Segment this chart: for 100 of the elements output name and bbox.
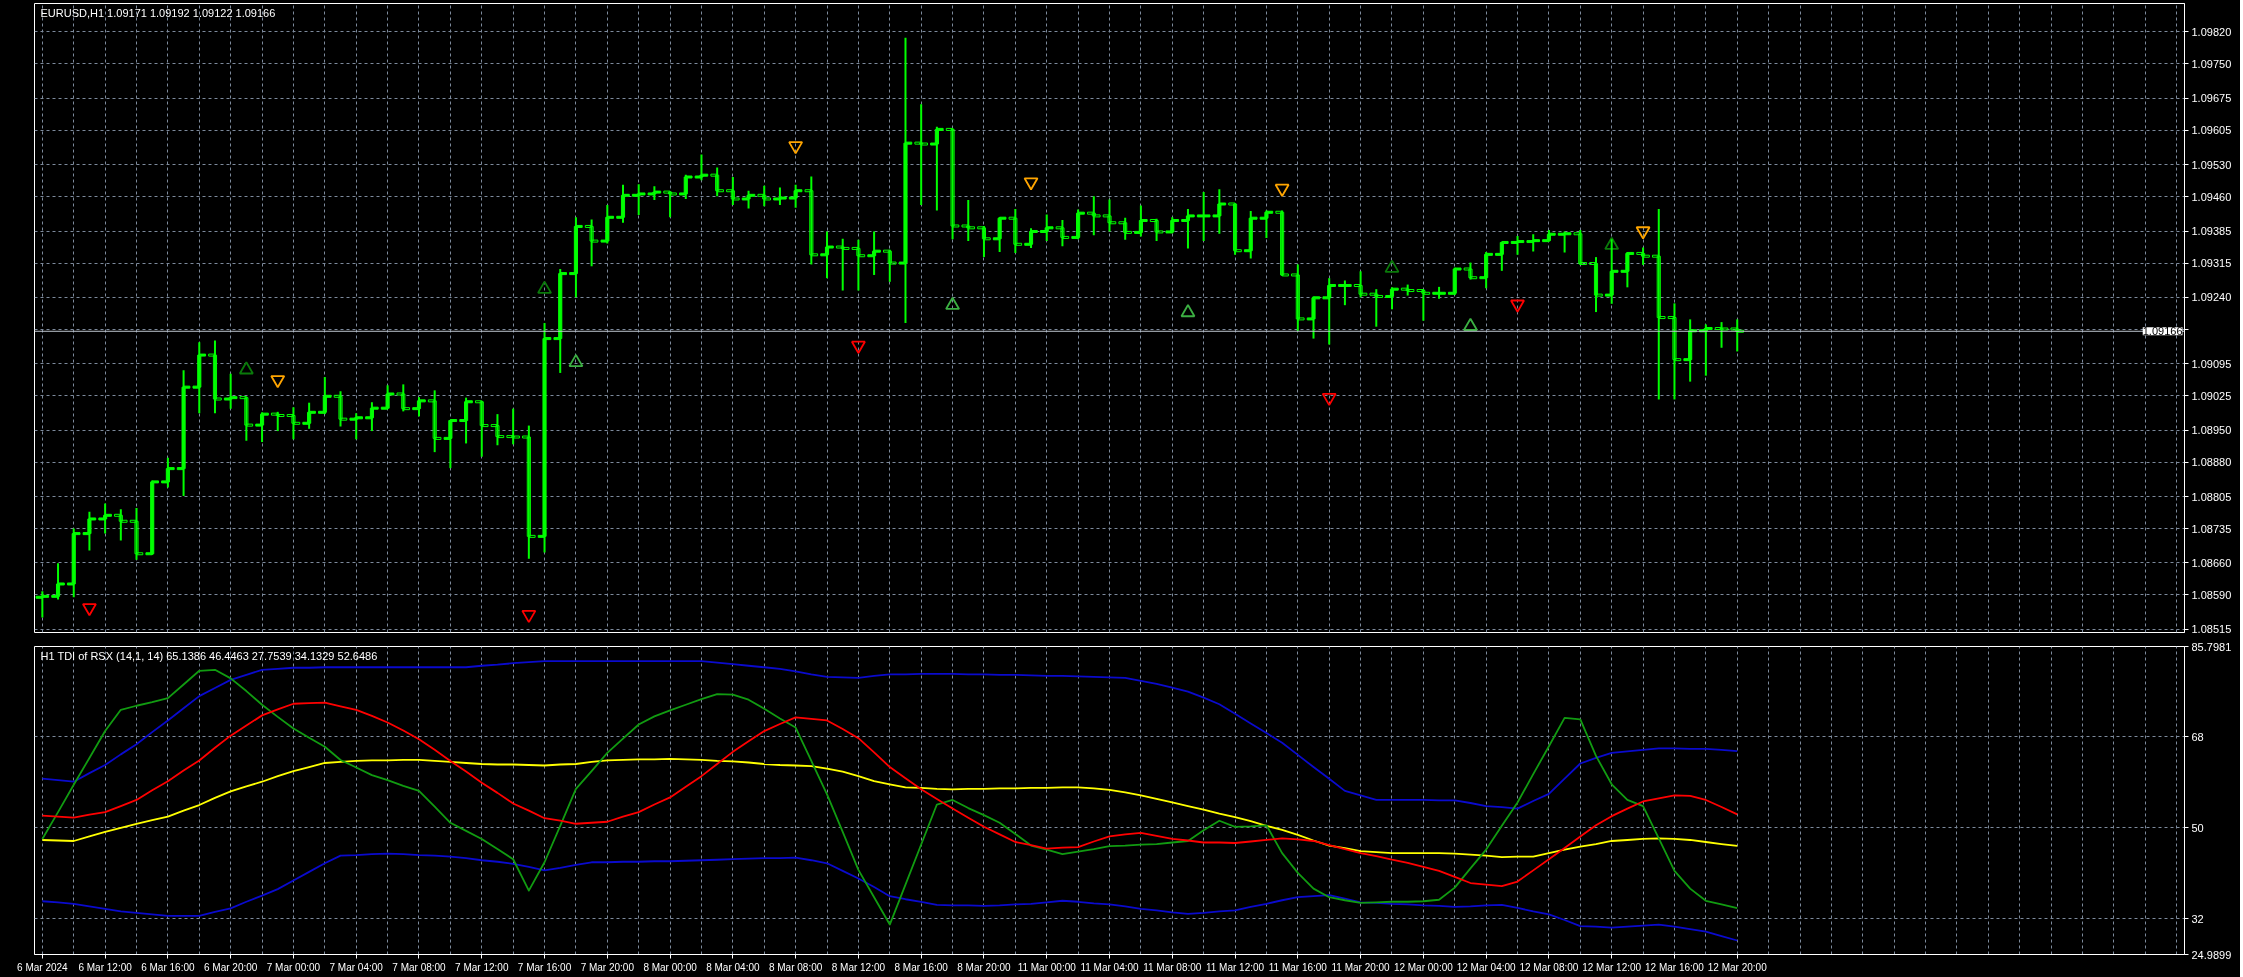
line-series — [41, 660, 1739, 810]
candlestick — [945, 127, 960, 241]
candlestick — [161, 456, 175, 489]
x-tick-label: 12 Mar 20:00 — [1707, 961, 1768, 973]
candlestick — [490, 413, 505, 447]
candlestick — [914, 103, 928, 206]
y-tick-label: 68 — [2191, 730, 2204, 743]
y-tick-label: 1.09530 — [2191, 158, 2232, 171]
candlestick — [114, 508, 128, 542]
candlestick — [820, 230, 834, 280]
x-tick-label: 11 Mar 16:00 — [1268, 961, 1328, 973]
candlestick — [1228, 202, 1242, 256]
ref-line-label: 1.09166 — [2142, 325, 2183, 338]
x-tick-label: 8 Mar 08:00 — [768, 961, 823, 973]
y-tick-label: 1.08590 — [2191, 588, 2232, 601]
candlestick — [616, 183, 630, 224]
candlestick — [1306, 295, 1321, 340]
y-tick-label: 85.7981 — [2191, 640, 2232, 653]
x-tick-label: 12 Mar 00:00 — [1393, 961, 1454, 973]
x-tick-label: 7 Mar 20:00 — [580, 961, 635, 973]
candlestick — [1087, 195, 1101, 237]
candlestick — [522, 424, 536, 560]
x-tick-label: 8 Mar 04:00 — [706, 961, 760, 973]
x-tick-label: 12 Mar 04:00 — [1456, 961, 1517, 973]
candlestick — [286, 406, 301, 441]
x-tick-label: 12 Mar 12:00 — [1582, 961, 1642, 973]
x-tick-label: 11 Mar 08:00 — [1143, 961, 1202, 973]
candlestick — [1102, 198, 1117, 233]
candlestick — [1259, 209, 1274, 239]
candlestick — [883, 248, 897, 283]
y-tick-label: 1.09605 — [2191, 124, 2232, 137]
candlestick — [1275, 209, 1289, 277]
x-tick-label: 6 Mar 12:00 — [78, 961, 133, 973]
candlestick — [208, 339, 222, 415]
line-series — [41, 668, 1739, 926]
candlestick — [412, 396, 426, 418]
candlestick — [961, 198, 976, 243]
x-tick-label: 6 Mar 2024 — [17, 961, 69, 973]
x-tick-label: 8 Mar 00:00 — [643, 961, 698, 973]
candlestick — [1651, 208, 1666, 401]
candlestick — [1730, 318, 1745, 353]
chart-title: EURUSD,H1 1.09171 1.09192 1.09122 1.09166 — [40, 6, 276, 19]
candlestick — [710, 166, 724, 198]
y-tick-label: 50 — [2191, 821, 2204, 834]
x-tick-label: 7 Mar 04:00 — [329, 961, 384, 973]
x-tick-label: 12 Mar 16:00 — [1645, 961, 1705, 973]
y-tick-label: 1.08660 — [2191, 556, 2232, 569]
candlestick — [349, 412, 363, 441]
candlestick — [1385, 286, 1399, 311]
candlestick — [1338, 279, 1352, 307]
x-tick-label: 8 Mar 16:00 — [894, 961, 949, 973]
x-tick-label: 6 Mar 20:00 — [203, 961, 258, 973]
candlestick — [1495, 240, 1509, 272]
y-tick-label: 1.09750 — [2191, 57, 2232, 70]
candlestick — [694, 153, 709, 182]
candlestick — [302, 401, 316, 430]
candlestick — [757, 184, 772, 208]
candlestick — [930, 125, 944, 212]
y-tick-label: 1.09675 — [2191, 92, 2232, 105]
candlestick — [726, 176, 740, 206]
candlestick — [1181, 208, 1195, 250]
candlestick — [1134, 204, 1148, 238]
y-tick-label: 1.08735 — [2191, 522, 2232, 535]
x-tick-label: 7 Mar 16:00 — [517, 961, 572, 973]
y-tick-label: 1.09315 — [2191, 257, 2232, 270]
y-tick-label: 1.08950 — [2191, 424, 2232, 437]
y-tick-label: 1.08880 — [2191, 456, 2232, 469]
line-series — [41, 852, 1739, 942]
y-tick-label: 1.09095 — [2191, 357, 2232, 370]
candlestick — [318, 376, 332, 416]
candlestick — [270, 410, 285, 433]
candlestick — [98, 502, 112, 535]
candlestick — [333, 390, 348, 428]
candlestick — [474, 399, 489, 458]
line-series — [41, 758, 1739, 859]
candlestick — [663, 190, 677, 219]
x-tick-label: 8 Mar 12:00 — [831, 961, 886, 973]
x-tick-label: 12 Mar 08:00 — [1519, 961, 1579, 973]
x-tick-label: 7 Mar 12:00 — [455, 961, 509, 973]
x-tick-label: 7 Mar 08:00 — [392, 961, 447, 973]
y-tick-label: 1.09025 — [2191, 389, 2232, 402]
candlestick — [679, 173, 693, 200]
candlestick — [1322, 277, 1336, 346]
x-tick-label: 6 Mar 16:00 — [141, 961, 196, 973]
y-tick-label: 1.08805 — [2191, 490, 2232, 503]
y-tick-label: 1.09460 — [2191, 190, 2232, 203]
candlestick — [51, 562, 65, 601]
candlestick — [1118, 216, 1132, 241]
y-tick-label: 1.09820 — [2191, 25, 2232, 38]
candlestick — [977, 224, 991, 259]
x-tick-label: 11 Mar 12:00 — [1205, 961, 1265, 973]
x-tick-label: 11 Mar 00:00 — [1017, 961, 1077, 973]
y-tick-label: 24.9899 — [2191, 948, 2232, 961]
y-tick-label: 1.08515 — [2191, 623, 2232, 636]
x-tick-label: 11 Mar 04:00 — [1080, 961, 1140, 973]
candlestick — [1024, 227, 1038, 249]
y-tick-label: 1.09385 — [2191, 225, 2232, 238]
y-tick-label: 32 — [2191, 912, 2204, 925]
chart-title: H1 TDI of RSX (14,1, 14) 65.1386 46.4463 27.7539 34.1329 52.6486 — [40, 649, 378, 662]
candlestick — [1589, 256, 1603, 314]
